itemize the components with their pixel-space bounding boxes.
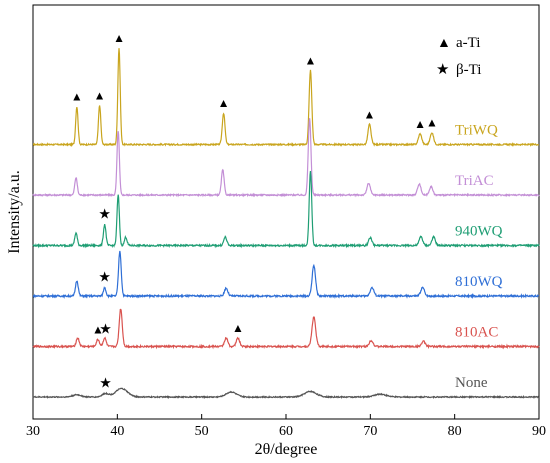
- phase-marker: ▲: [305, 53, 317, 67]
- phase-marker: ▲: [218, 96, 230, 110]
- series-line: [32, 387, 540, 400]
- phase-marker: ▲: [364, 107, 376, 121]
- series-label: TriWQ: [455, 123, 498, 139]
- phase-marker: ▲: [414, 117, 426, 131]
- series-label: 810WQ: [455, 274, 503, 290]
- x-tick-label: 70: [363, 424, 377, 439]
- phase-marker: ★: [99, 322, 112, 337]
- legend-label-alpha: a-Ti: [456, 35, 480, 51]
- phase-marker: ▲: [92, 322, 104, 336]
- phase-marker: ★: [98, 208, 111, 223]
- x-tick-label: 40: [110, 424, 124, 439]
- x-axis-label: 2θ/degree: [255, 441, 318, 458]
- series-line: [32, 118, 540, 198]
- series-label-group: TriWQ TriAC 940WQ 810WQ 810AC None: [455, 123, 503, 392]
- phase-marker: ▲: [232, 321, 244, 335]
- series-label: None: [455, 375, 488, 391]
- x-tick-label: 50: [195, 424, 209, 439]
- x-tick-label: 60: [279, 424, 293, 439]
- phase-marker: ▲: [426, 116, 438, 130]
- series-line: [32, 308, 540, 350]
- phase-marker: ★: [98, 271, 111, 286]
- y-axis-label: Intensity/a.u.: [6, 170, 23, 254]
- x-tick-label: 90: [532, 424, 546, 439]
- series-label: 940WQ: [455, 224, 503, 240]
- legend: ▲ a-Ti ★ β-Ti: [436, 35, 481, 78]
- series-line: [32, 250, 540, 300]
- series-line: [32, 170, 540, 249]
- phase-marker: ▲: [71, 90, 83, 104]
- x-axis-ticks: 30 40 50 60 70 80 90: [26, 414, 546, 439]
- series-line: [32, 48, 540, 148]
- x-tick-label: 80: [448, 424, 462, 439]
- legend-symbol-beta: ★: [436, 62, 449, 78]
- phase-marker: ▲: [113, 31, 125, 45]
- phase-marker: ▲: [94, 88, 106, 102]
- x-tick-label: 30: [26, 424, 40, 439]
- series-group: [32, 48, 540, 400]
- legend-label-beta: β-Ti: [456, 62, 481, 78]
- legend-symbol-alpha: ▲: [437, 36, 451, 51]
- series-label: TriAC: [455, 173, 494, 189]
- marker-group: ▲ ▲▲▲▲▲▲ ▲★★▲★ ▲★: [71, 31, 438, 392]
- phase-marker: ★: [99, 376, 112, 391]
- series-label: 810AC: [455, 325, 498, 341]
